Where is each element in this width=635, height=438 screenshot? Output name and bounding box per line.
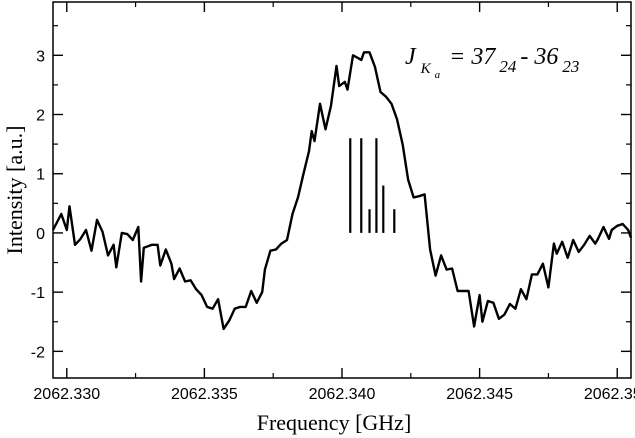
- transition-label: J K a = 37 24 - 36 23: [405, 44, 579, 82]
- x-axis-title: Frequency [GHz]: [257, 410, 412, 435]
- x-tick-label: 2062.340: [309, 386, 376, 403]
- spectrum-line: [51, 51, 633, 331]
- y-tick-label: 1: [36, 167, 45, 184]
- y-tick-label: -2: [31, 344, 45, 361]
- x-tick-label: 2062.330: [33, 386, 100, 403]
- x-tick-label: 2062.350: [584, 386, 635, 403]
- stick-spectrum: [349, 138, 396, 233]
- y-tick-label: 0: [36, 226, 45, 243]
- y-tick-label: 2: [36, 108, 45, 125]
- axis-tick-labels: 2062.330 2062.335 2062.340 2062.345 2062.350…: [31, 48, 635, 403]
- x-tick-label: 2062.345: [446, 386, 513, 403]
- y-tick-label: 3: [36, 48, 45, 65]
- y-axis-title: Intensity [a.u.]: [2, 126, 27, 255]
- x-tick-label: 2062.335: [171, 386, 238, 403]
- y-tick-label: -1: [31, 285, 45, 302]
